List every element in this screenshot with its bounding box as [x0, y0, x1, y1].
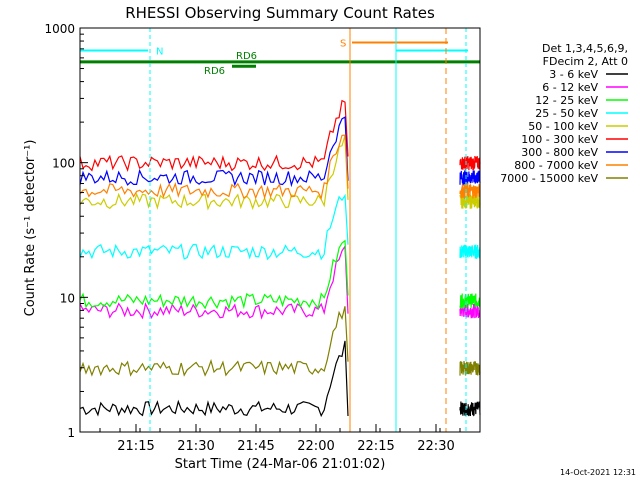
annotation-label: RD6 — [236, 51, 257, 62]
series-line — [79, 340, 349, 418]
axes: 1 10 100 1000 21:15 21:30 21:45 22:00 22:15 22:30 — [44, 22, 481, 454]
annotation-label: S — [340, 39, 346, 50]
series-line — [79, 99, 349, 173]
series-line — [459, 182, 481, 200]
legend: Det 1,3,4,5,6,9,FDecim 2, Att 03 - 6 keV… — [500, 42, 628, 185]
legend-entry: 6 - 12 keV — [542, 81, 598, 94]
series-line — [459, 303, 481, 319]
y-tick-label: 1 — [67, 426, 75, 440]
series-line — [459, 360, 481, 376]
x-tick-label: 21:15 — [117, 439, 154, 454]
chart-title: RHESSI Observing Summary Count Rates — [125, 4, 435, 22]
legend-entry: 7000 - 15000 keV — [500, 172, 598, 185]
series-group — [79, 239, 481, 310]
legend-entry: 100 - 300 keV — [521, 133, 598, 146]
series-line — [79, 193, 349, 261]
legend-entry: 300 - 800 keV — [521, 146, 598, 159]
series-line — [79, 134, 349, 200]
y-axis-label: Count Rate (s⁻¹ detector⁻¹) — [23, 140, 38, 317]
series-group — [79, 193, 481, 261]
x-axis-label: Start Time (24-Mar-06 21:01:02) — [175, 457, 386, 472]
series-line — [79, 306, 349, 377]
x-tick-label: 22:15 — [357, 439, 394, 454]
series-group — [79, 340, 481, 418]
x-tick-label: 22:00 — [297, 439, 334, 454]
legend-header: Det 1,3,4,5,6,9, — [542, 42, 628, 55]
footer-date: 14-Oct-2021 12:31 — [560, 468, 636, 477]
series-line — [79, 239, 349, 310]
legend-entry: 25 - 50 keV — [535, 107, 598, 120]
series-group — [79, 99, 481, 173]
series-line — [459, 170, 481, 187]
series-line — [459, 155, 481, 171]
legend-entry: 50 - 100 keV — [528, 120, 598, 133]
y-tick-label: 100 — [52, 157, 75, 171]
legend-entry: 12 - 25 keV — [535, 94, 598, 107]
series-group — [79, 244, 481, 320]
x-tick-label: 22:30 — [417, 439, 454, 454]
series-line — [459, 244, 481, 259]
legend-entry: 800 - 7000 keV — [514, 159, 598, 172]
x-tick-label: 21:30 — [177, 439, 214, 454]
series-line — [459, 293, 481, 310]
series-line — [79, 244, 349, 320]
series-group — [79, 134, 481, 200]
series-group — [79, 116, 481, 188]
annotation-label: RD6 — [204, 66, 225, 77]
legend-entry: 3 - 6 keV — [549, 68, 598, 81]
series-line — [79, 116, 349, 188]
series-line — [459, 401, 481, 417]
legend-header: FDecim 2, Att 0 — [543, 55, 628, 68]
annotation-label: N — [156, 47, 163, 58]
series-line — [79, 135, 349, 211]
series-group — [79, 306, 481, 377]
y-tick-label: 10 — [60, 291, 75, 305]
y-tick-label: 1000 — [44, 22, 75, 36]
x-tick-label: 21:45 — [237, 439, 274, 454]
